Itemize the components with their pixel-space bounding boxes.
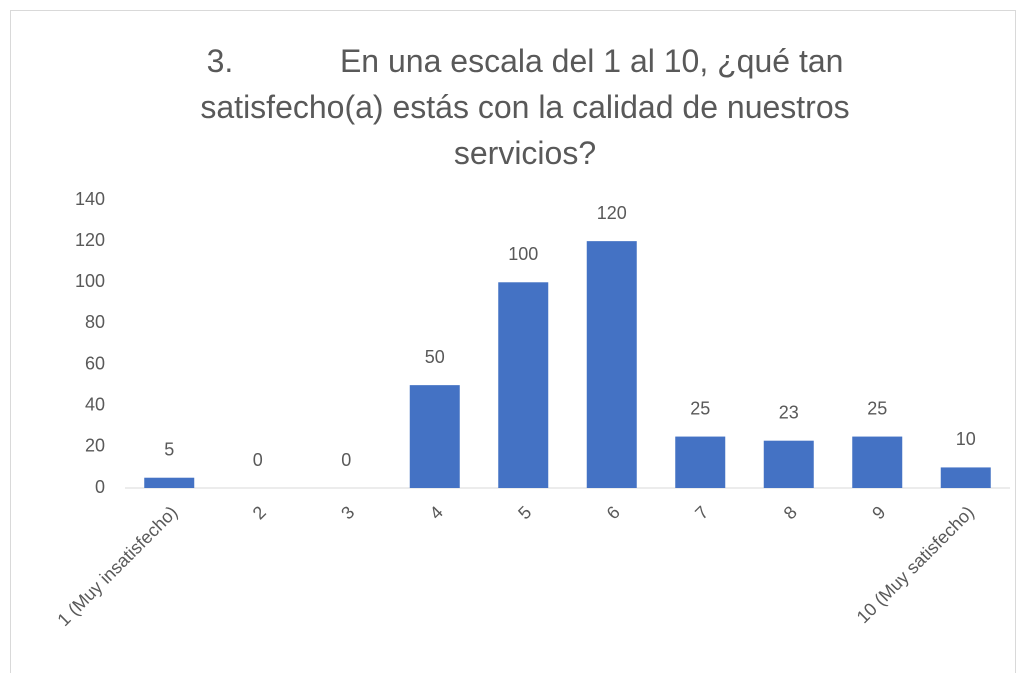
- bar: [498, 282, 549, 488]
- bar: [675, 436, 726, 488]
- value-label: 10: [956, 429, 976, 449]
- x-tick-label: 8: [780, 502, 801, 523]
- y-tick-label: 120: [75, 230, 105, 250]
- value-label: 50: [425, 347, 445, 367]
- y-tick-label: 20: [85, 436, 105, 456]
- x-tick-label: 5: [514, 502, 535, 523]
- chart-border: [10, 10, 1016, 673]
- y-tick-label: 100: [75, 271, 105, 291]
- y-tick-label: 60: [85, 353, 105, 373]
- x-tick-label: 1 (Muy insatisfecho): [53, 502, 181, 630]
- x-tick-label: 10 (Muy satisfecho): [853, 502, 978, 627]
- x-tick-label: 2: [249, 502, 270, 523]
- value-label: 100: [508, 244, 538, 264]
- y-tick-label: 80: [85, 312, 105, 332]
- x-tick-label: 6: [603, 502, 624, 523]
- value-label: 0: [253, 450, 263, 470]
- value-label: 0: [341, 450, 351, 470]
- x-tick-label: 4: [426, 502, 447, 523]
- bar: [144, 477, 195, 488]
- x-tick-label: 3: [337, 502, 358, 523]
- value-label: 5: [164, 439, 174, 459]
- value-label: 23: [779, 402, 799, 422]
- x-tick-label: 7: [691, 502, 712, 523]
- chart-title: 3. En una escala del 1 al 10, ¿qué tan s…: [200, 43, 859, 171]
- bar: [586, 241, 637, 488]
- y-tick-label: 40: [85, 394, 105, 414]
- value-label: 25: [690, 398, 710, 418]
- bar: [763, 440, 814, 488]
- bar: [852, 436, 903, 488]
- x-tick-label: 9: [868, 502, 889, 523]
- value-label: 25: [867, 398, 887, 418]
- y-tick-label: 140: [75, 189, 105, 209]
- y-tick-label: 0: [95, 477, 105, 497]
- bar: [409, 385, 460, 488]
- value-label: 120: [597, 203, 627, 223]
- bar: [940, 467, 991, 488]
